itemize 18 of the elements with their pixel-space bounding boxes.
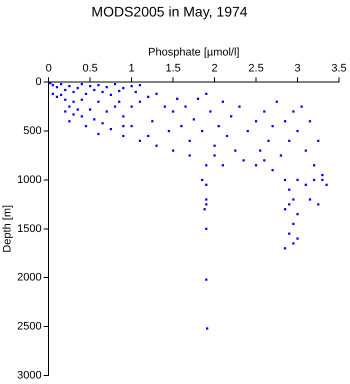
x-tick-label: 2 bbox=[212, 62, 218, 75]
x-tick-label: 1 bbox=[128, 62, 135, 75]
x-tick-label: 0.5 bbox=[82, 62, 98, 75]
y-axis-title: Depth [m] bbox=[2, 204, 14, 253]
x-tick-label: 0 bbox=[46, 62, 52, 75]
chart-title: MODS2005 in May, 1974 bbox=[91, 3, 248, 20]
y-tick-label: 2000 bbox=[17, 272, 42, 284]
y-tick-label: 2500 bbox=[17, 320, 42, 333]
y-tick-label: 1000 bbox=[17, 174, 42, 186]
y-tick-label: 1500 bbox=[17, 222, 42, 235]
x-tick-label: 2.5 bbox=[248, 62, 264, 75]
x-tick-label: 3.5 bbox=[331, 62, 347, 75]
y-tick-label: 500 bbox=[23, 125, 42, 138]
y-tick-label: 3000 bbox=[17, 369, 42, 382]
x-axis-title: Phosphate [µmol/l] bbox=[148, 46, 240, 58]
x-tick-label: 3 bbox=[294, 62, 301, 75]
x-tick-label: 1.5 bbox=[165, 62, 181, 75]
y-tick-label: 0 bbox=[36, 76, 42, 88]
